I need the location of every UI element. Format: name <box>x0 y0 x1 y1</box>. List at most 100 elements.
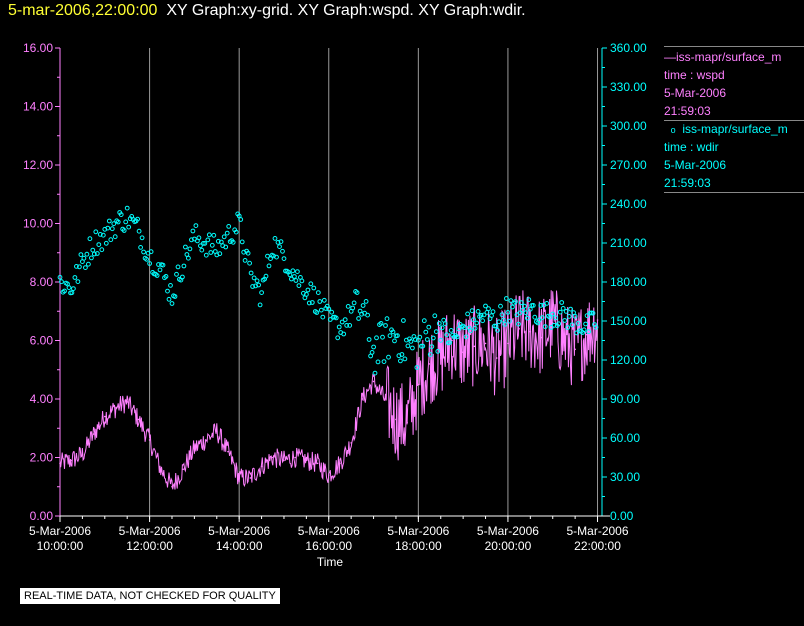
wspd-point <box>182 468 184 471</box>
wdir-point <box>475 309 481 314</box>
wdir-point <box>532 314 538 320</box>
wdir-point <box>221 234 227 240</box>
wspd-point <box>126 401 128 403</box>
wdir-point <box>335 335 341 341</box>
wdir-point <box>281 256 287 262</box>
left-y-tick-label: 2.00 <box>30 451 54 465</box>
right-y-tick-label: 300.00 <box>610 119 647 133</box>
wspd-point <box>103 415 106 418</box>
wdir-point <box>74 264 79 269</box>
wspd-point <box>451 339 453 342</box>
wdir-point <box>254 278 260 284</box>
wdir-point <box>275 240 281 245</box>
right-y-tick-label: 180.00 <box>610 275 647 289</box>
wdir-point <box>517 310 523 316</box>
wdir-point <box>203 252 209 258</box>
wdir-point <box>57 274 63 280</box>
disclaimer-label: REAL-TIME DATA, NOT CHECKED FOR QUALITY <box>20 588 280 604</box>
wspd-point <box>59 462 61 465</box>
right-y-tick-label: 210.00 <box>610 236 647 250</box>
legend-series2-date: 5-Mar-2006 <box>664 158 727 172</box>
wspd-point <box>283 459 285 462</box>
wdir-point <box>586 329 591 335</box>
wdir-point <box>536 317 542 323</box>
wdir-point <box>481 312 487 318</box>
wdir-point <box>429 344 435 350</box>
wdir-point <box>524 315 530 321</box>
wspd-point <box>227 450 229 453</box>
wdir-point <box>342 317 348 323</box>
wdir-point <box>174 271 179 277</box>
wdir-point <box>317 299 323 304</box>
legend-divider <box>664 192 804 193</box>
wdir-point <box>112 234 118 240</box>
wdir-point <box>215 238 221 244</box>
wdir-point <box>160 262 166 268</box>
wdir-point <box>371 344 377 350</box>
wdir-point <box>351 300 357 306</box>
legend-series1-date: 5-Mar-2006 <box>664 86 727 100</box>
wdir-point <box>109 226 115 232</box>
wdir-point <box>248 270 254 276</box>
right-y-axis: 0.00 30.00 60.00 90.00 120.00 150.00 180.00 210… <box>601 41 647 523</box>
wdir-point <box>105 225 111 231</box>
wdir-point <box>272 236 278 241</box>
wdir-point <box>424 337 430 342</box>
wdir-point <box>97 232 103 237</box>
left-y-tick-label: 8.00 <box>30 275 54 289</box>
wdir-point <box>75 279 81 285</box>
left-y-tick-label: 6.00 <box>30 334 54 348</box>
wdir-point <box>498 303 503 309</box>
wdir-point <box>198 243 203 249</box>
wdir-point <box>444 332 450 338</box>
wdir-point <box>499 312 505 318</box>
wdir-point <box>519 300 524 306</box>
left-y-tick-label: 12.00 <box>23 158 53 172</box>
left-y-tick-label: 4.00 <box>30 392 54 406</box>
wspd-point <box>350 442 352 444</box>
wdir-point <box>478 312 484 318</box>
wdir-point <box>265 253 270 259</box>
wdir-point <box>135 216 141 222</box>
wdir-point <box>468 328 474 334</box>
wdir-point <box>290 268 296 274</box>
x-axis-label: Time <box>317 555 344 569</box>
wdir-point <box>523 310 529 316</box>
wdir-point <box>81 255 87 261</box>
wdir-point <box>259 290 265 296</box>
wdir-point <box>94 251 100 256</box>
wdir-point <box>360 303 366 308</box>
wdir-point <box>181 263 187 269</box>
wdir-point <box>380 334 385 340</box>
wdir-point <box>72 275 78 280</box>
wdir-point <box>410 345 415 351</box>
wdir-point <box>520 307 526 313</box>
wspd-point <box>271 456 274 459</box>
wdir-point <box>274 254 279 260</box>
wspd-point <box>327 474 330 476</box>
right-y-tick-label: 90.00 <box>610 392 640 406</box>
wdir-point <box>230 239 236 245</box>
wdir-point <box>408 339 414 344</box>
wdir-point <box>166 296 172 302</box>
wdir-point <box>423 329 429 335</box>
wspd-point <box>507 342 509 345</box>
wdir-point <box>436 321 442 326</box>
wdir-point <box>154 273 160 278</box>
wdir-point <box>256 282 262 288</box>
wdir-point <box>90 247 96 253</box>
wdir-point <box>266 263 272 269</box>
right-y-tick-label: 330.00 <box>610 80 647 94</box>
wdir-point <box>339 319 345 325</box>
wdir-point <box>421 318 427 324</box>
wdir-point <box>544 301 550 306</box>
wdir-point <box>77 264 82 270</box>
x-tick-date: 5-Mar-2006 <box>208 524 270 538</box>
wdir-point <box>483 303 488 309</box>
wdir-point <box>205 237 211 243</box>
wdir-point <box>278 239 284 245</box>
wdir-point <box>490 309 496 315</box>
wdir-point <box>413 337 418 342</box>
wdir-point <box>465 311 471 317</box>
